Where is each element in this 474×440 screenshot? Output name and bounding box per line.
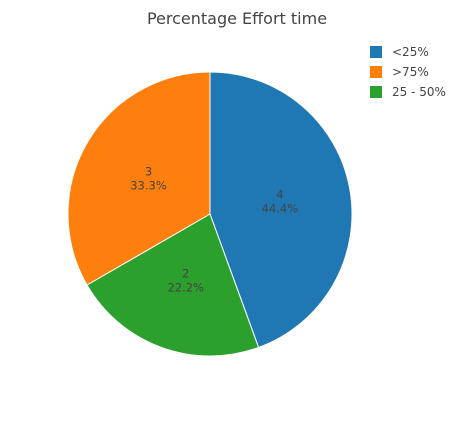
legend-item[interactable]: <25% [370,42,446,62]
legend-swatch [370,86,382,98]
legend-label: >75% [392,65,429,79]
slice-percent-label: 44.4% [262,202,299,216]
legend-swatch [370,66,382,78]
slice-percent-label: 33.3% [130,179,167,193]
legend-swatch [370,46,382,58]
slice-value-label: 3 [145,165,152,179]
pie-slice[interactable] [67,71,211,286]
legend[interactable]: <25% >75% 25 - 50% [370,42,446,102]
chart-title: Percentage Effort time [146,9,328,28]
pie-slice[interactable] [86,213,260,357]
legend-item[interactable]: 25 - 50% [370,82,446,102]
legend-label: <25% [392,45,429,59]
slice-value-label: 4 [276,188,283,202]
legend-item[interactable]: >75% [370,62,446,82]
legend-label: 25 - 50% [392,85,446,99]
pie-slice[interactable] [209,71,353,349]
slice-value-label: 2 [182,267,189,281]
slice-percent-label: 22.2% [167,281,204,295]
